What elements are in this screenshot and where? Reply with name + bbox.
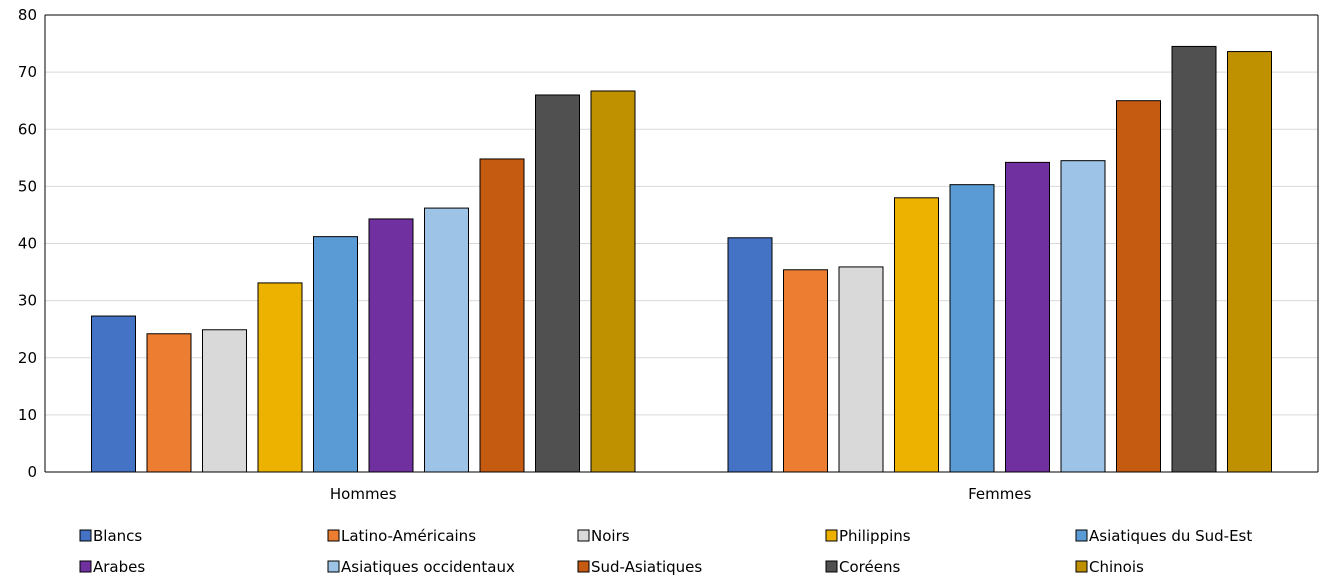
bar-arabes-hommes [368, 218, 414, 473]
bar-noirs-hommes [202, 329, 247, 473]
legend-label: Noirs [591, 527, 630, 545]
legend-swatch [577, 560, 590, 573]
bar-chinois-hommes [590, 90, 636, 473]
bar-arabes-femmes [1005, 161, 1050, 473]
legend-label: Philippins [839, 527, 911, 545]
legend-label: Chinois [1089, 558, 1144, 576]
y-tick-label: 60 [18, 120, 37, 138]
y-axis: 0 10 20 30 40 50 60 70 80 [18, 6, 1319, 481]
legend-swatch [79, 529, 92, 542]
legend-swatch [1075, 560, 1088, 573]
y-tick-label: 70 [18, 63, 37, 81]
bars [91, 45, 1272, 473]
bar-noirs-femmes [838, 266, 884, 473]
bar-cor-ens-femmes [1171, 45, 1217, 473]
x-category-label: Hommes [330, 485, 397, 503]
y-tick-label: 20 [18, 349, 37, 367]
legend-label: Latino-Américains [341, 527, 476, 545]
bar-chinois-femmes [1227, 51, 1272, 473]
y-tick-label: 50 [18, 177, 37, 195]
x-axis: Hommes Femmes [45, 471, 1318, 503]
bar-sud-asiatiques-hommes [479, 158, 525, 473]
legend-label: Sud-Asiatiques [591, 558, 702, 576]
legend-label: Asiatiques du Sud-Est [1089, 527, 1252, 545]
y-tick-label: 30 [18, 292, 37, 310]
legend-swatch [825, 560, 838, 573]
legend-label: Coréens [839, 558, 900, 576]
bar-philippins-femmes [894, 197, 939, 473]
bar-blancs-femmes [727, 237, 773, 473]
x-category-label: Femmes [968, 485, 1031, 503]
legend-swatch [825, 529, 838, 542]
bar-philippins-hommes [257, 282, 303, 473]
legend: Blancs Latino-Américains Noirs Philippins As… [79, 527, 1252, 576]
legend-label: Arabes [93, 558, 145, 576]
legend-label: Blancs [93, 527, 142, 545]
bar-asiatiques-du-sud-est-hommes [313, 236, 358, 473]
legend-swatch [577, 529, 590, 542]
legend-swatch [79, 560, 92, 573]
legend-swatch [327, 529, 340, 542]
bar-asiatiques-occidentaux-femmes [1060, 160, 1106, 473]
bar-latino-am-ricains-hommes [146, 333, 192, 473]
legend-swatch [1075, 529, 1088, 542]
bar-blancs-hommes [91, 315, 136, 473]
y-tick-label: 10 [18, 406, 37, 424]
bar-asiatiques-occidentaux-hommes [424, 207, 469, 473]
legend-swatch [327, 560, 340, 573]
bar-latino-am-ricains-femmes [783, 269, 828, 473]
bar-sud-asiatiques-femmes [1116, 100, 1161, 473]
gridlines [45, 14, 1318, 416]
bar-cor-ens-hommes [535, 94, 580, 473]
bar-asiatiques-du-sud-est-femmes [949, 184, 995, 473]
y-tick-label: 80 [18, 6, 37, 24]
y-tick-label: 0 [27, 463, 37, 481]
legend-label: Asiatiques occidentaux [341, 558, 515, 576]
y-tick-label: 40 [18, 235, 37, 253]
